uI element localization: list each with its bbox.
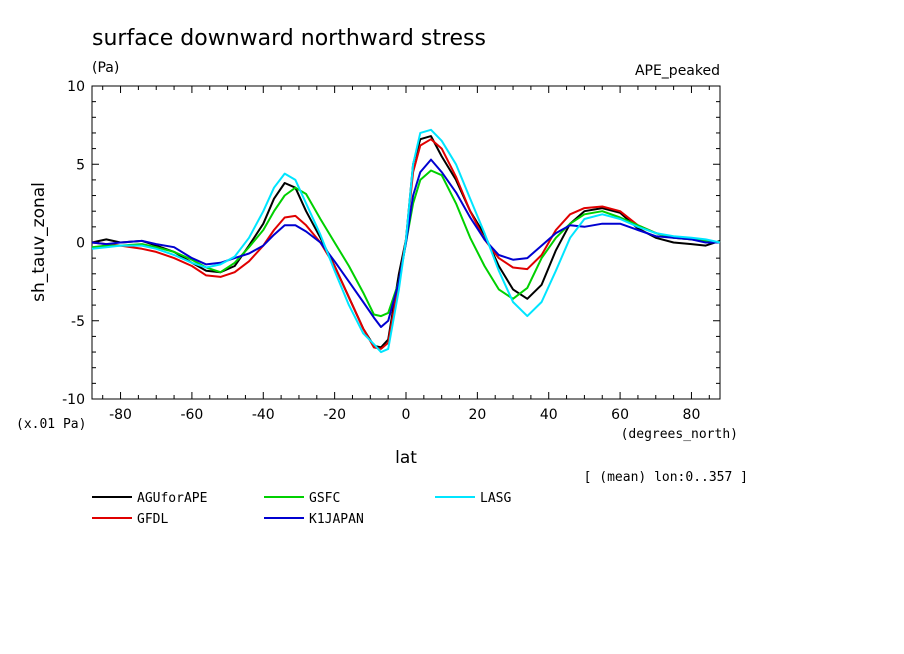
legend-label: GSFC (309, 491, 340, 506)
legend-label: LASG (480, 491, 511, 506)
x-tick-label: -20 (323, 407, 346, 423)
x-tick-label: 0 (402, 407, 411, 423)
x-tick-label: -60 (180, 407, 203, 423)
series-line-lasg (91, 128, 721, 354)
units-label: (Pa) (92, 60, 119, 76)
x-tick-label: 80 (683, 407, 701, 423)
y-tick-label: 0 (76, 236, 85, 252)
series-line-k1japan (91, 158, 720, 328)
plot-area: -80 -60 -40 -20 0 20 40 60 80 -10 -5 0 5 10 (62, 79, 721, 423)
x-tick-label: -40 (252, 407, 275, 423)
x-tick-label: 60 (611, 407, 629, 423)
averaging-note: [ (mean) lon:0..357 ] (584, 470, 748, 485)
y-axis-title: sh_tauv_zonal (29, 182, 49, 302)
y-scale-note: (x.01 Pa) (16, 417, 86, 432)
y-tick-label: 10 (67, 79, 85, 95)
x-unit-label: (degrees_north) (621, 427, 738, 442)
legend-label: GFDL (137, 512, 168, 527)
series-line-aguforape (91, 135, 721, 349)
experiment-label: APE_peaked (635, 63, 720, 79)
legend: AGUforAPE GSFC LASG GFDL K1JAPAN (92, 491, 511, 527)
y-tick-label: -10 (62, 392, 85, 408)
x-tick-label: -80 (109, 407, 132, 423)
y-tick-label: 5 (76, 157, 85, 173)
y-tick-label: -5 (71, 314, 85, 330)
x-tick-label: 20 (468, 407, 486, 423)
legend-label: K1JAPAN (309, 512, 364, 527)
chart-title: surface downward northward stress (92, 26, 486, 51)
x-tick-label: 40 (540, 407, 558, 423)
x-axis-title: lat (395, 448, 417, 468)
legend-label: AGUforAPE (137, 491, 207, 506)
